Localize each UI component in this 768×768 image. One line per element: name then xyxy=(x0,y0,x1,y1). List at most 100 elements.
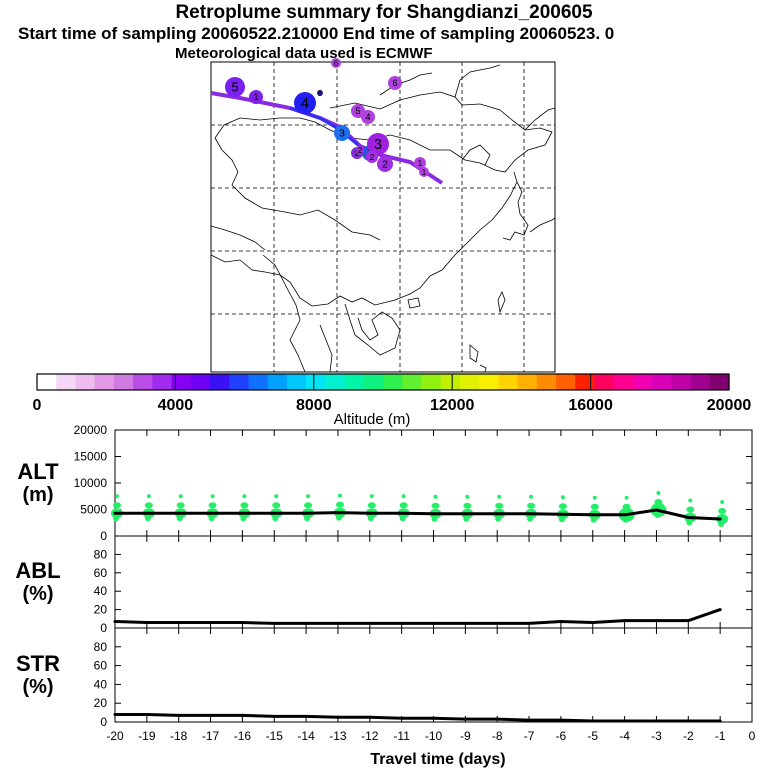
y-tick-label: 20 xyxy=(94,603,108,617)
plume-dot xyxy=(716,514,729,525)
y-tick-label: 80 xyxy=(94,640,108,654)
colorbar-swatch xyxy=(652,374,672,390)
colorbar-tick-label: 0 xyxy=(33,397,42,414)
data-point xyxy=(240,620,244,624)
data-point xyxy=(718,517,722,521)
data-point xyxy=(113,511,117,515)
y-axis-label: STR (%) xyxy=(16,651,60,698)
colorbar-swatch xyxy=(37,374,57,390)
plume-dot xyxy=(367,515,374,522)
colorbar-swatch xyxy=(267,374,288,390)
y-axis-label-line: ALT xyxy=(17,459,59,484)
trajectory-marker xyxy=(361,110,375,124)
plume-dot xyxy=(527,515,534,522)
plume-dot xyxy=(113,502,121,509)
colorbar-frame xyxy=(36,373,730,391)
colorbar-swatch xyxy=(613,374,634,390)
plume-dot xyxy=(210,494,215,499)
plume-dot xyxy=(718,521,725,528)
y-axis-label-line: STR xyxy=(16,651,60,676)
x-tick-label: -14 xyxy=(297,729,315,743)
x-tick-label: -19 xyxy=(138,729,156,743)
plume-dot xyxy=(369,494,374,499)
coast-philippines xyxy=(469,344,487,373)
data-point xyxy=(336,511,340,515)
trajectory-marker-label: 1 xyxy=(418,159,423,168)
colorbar-swatches xyxy=(37,374,730,390)
colorbar-swatch xyxy=(498,374,519,390)
plume-dot xyxy=(240,515,247,522)
data-point xyxy=(591,719,595,723)
y-tick-label: 60 xyxy=(94,659,108,673)
series-line xyxy=(114,608,721,625)
colorbar-tick-label: 16000 xyxy=(568,397,613,414)
data-point xyxy=(368,511,372,515)
trajectory-marker-label: 5 xyxy=(231,80,238,95)
plume-dot xyxy=(399,515,406,522)
x-tick-label: -8 xyxy=(492,729,503,743)
colorbar-swatch xyxy=(517,374,538,390)
data-point xyxy=(495,512,499,516)
trajectory-marker xyxy=(414,157,426,169)
colorbar-swatch xyxy=(402,374,423,390)
trajectory-marker-label: 2 xyxy=(370,153,375,162)
plume-dot xyxy=(208,502,217,509)
x-tick-label: -2 xyxy=(683,729,694,743)
colorbar-swatch xyxy=(56,374,77,390)
data-point xyxy=(686,719,690,723)
plume-dot xyxy=(495,502,504,509)
colorbar-swatch xyxy=(113,374,134,390)
y-tick-label: 0 xyxy=(100,529,107,543)
data-point xyxy=(145,712,149,716)
plume-dot xyxy=(527,502,536,509)
plume-dot xyxy=(431,515,438,522)
coast-bohai xyxy=(461,144,491,166)
y-tick-label: 40 xyxy=(94,584,108,598)
trajectory-marker-label: 1 xyxy=(422,168,427,177)
trajectory-marker-label: 4 xyxy=(365,112,370,122)
data-point xyxy=(591,620,595,624)
colorbar-swatch xyxy=(479,374,499,390)
y-tick-label: 20000 xyxy=(74,423,108,437)
plume-dot xyxy=(178,494,183,499)
panel-abl: 0 20 40 60 80 ABL (%) xyxy=(15,535,753,635)
coast-tibet xyxy=(210,225,266,251)
data-point xyxy=(654,508,658,512)
colorbar-swatch xyxy=(190,374,211,390)
plume-dot xyxy=(176,502,185,509)
trajectory-marker xyxy=(419,167,429,177)
trajectory-marker-label: 3 xyxy=(374,137,382,153)
coast-indochina xyxy=(344,303,401,356)
data-point xyxy=(368,715,372,719)
coast-bay xyxy=(262,254,306,373)
plume-dot xyxy=(622,503,631,510)
data-point xyxy=(559,620,563,624)
plume-dot xyxy=(592,495,597,500)
trajectory-marker-label: 4 xyxy=(301,96,309,112)
data-point xyxy=(272,714,276,718)
data-point xyxy=(623,619,627,623)
colorbar: 0 4000 8000 12000 16000 20000 Altitude (m) xyxy=(33,373,751,428)
data-point xyxy=(209,713,213,717)
data-point xyxy=(177,511,181,515)
data-point xyxy=(463,512,467,516)
x-tick-label: -12 xyxy=(361,729,379,743)
colorbar-swatch xyxy=(575,374,596,390)
x-tick-label: -3 xyxy=(651,729,662,743)
data-point xyxy=(463,717,467,721)
x-tick-label: -10 xyxy=(425,729,443,743)
trajectory-marker-label: 8 xyxy=(318,89,323,98)
x-tick-label: -15 xyxy=(266,729,284,743)
colorbar-swatch xyxy=(306,374,326,390)
data-point xyxy=(591,513,595,517)
data-point xyxy=(209,620,213,624)
plume-dot xyxy=(335,501,344,508)
plume-dot xyxy=(654,512,661,519)
data-point xyxy=(718,608,722,612)
plume-dot xyxy=(558,503,567,510)
trajectory-marker xyxy=(377,156,393,172)
y-tick-label: 20 xyxy=(94,696,108,710)
plume-dot xyxy=(686,506,695,513)
